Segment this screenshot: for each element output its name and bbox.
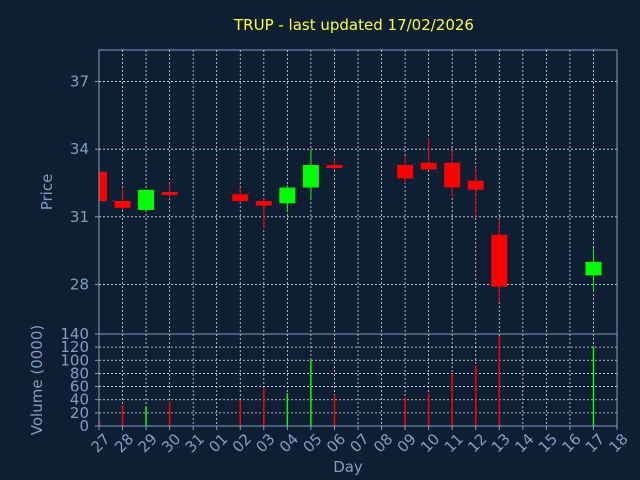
- candle-17: [585, 248, 602, 292]
- candle-body: [114, 201, 131, 208]
- volume-bar-04: [286, 393, 289, 426]
- volume-bar-11: [451, 373, 453, 426]
- volume-bar-12: [474, 365, 477, 426]
- candle-12: [467, 167, 484, 217]
- candle-body: [397, 164, 414, 179]
- volume-bar-10: [427, 393, 430, 426]
- price-tick-label: 31: [70, 208, 89, 226]
- x-tick-label: 05: [299, 430, 325, 456]
- x-tick-label: 18: [606, 430, 632, 456]
- x-tick-label: 31: [182, 430, 208, 456]
- x-tick-label: 14: [511, 430, 537, 456]
- candle-30: [161, 182, 178, 199]
- price-tick-label: 37: [70, 73, 89, 91]
- volume-bar-17: [592, 345, 595, 426]
- candle-04: [279, 185, 296, 213]
- volume-bar-30: [168, 401, 171, 426]
- x-tick-label: 13: [488, 430, 514, 456]
- volume-bar-02: [239, 399, 242, 426]
- x-tick-label: 01: [205, 430, 231, 456]
- volume-bar-03: [263, 388, 265, 426]
- x-tick-label: 10: [417, 430, 443, 456]
- x-tick-label: 28: [111, 430, 137, 456]
- candle-body: [420, 162, 437, 170]
- x-tick-label: 29: [135, 430, 161, 456]
- volume-tick-label: 100: [60, 351, 89, 369]
- candle-09: [397, 155, 414, 183]
- volume-tick-label: 0: [79, 417, 89, 435]
- candle-body: [491, 234, 508, 287]
- candle-29: [138, 189, 155, 213]
- chart-title: TRUP - last updated 17/02/2026: [233, 16, 474, 34]
- x-tick-label: 15: [535, 430, 561, 456]
- candle-body: [467, 180, 484, 190]
- volume-tick-label: 20: [70, 404, 89, 422]
- x-tick-label: 12: [464, 430, 490, 456]
- x-tick-label: 16: [558, 430, 584, 456]
- candle-body: [99, 171, 107, 202]
- candle-27: [98, 171, 107, 202]
- volume-tick-label: 40: [70, 391, 89, 409]
- volume-tick-label: 80: [70, 364, 89, 382]
- x-tick-label: 17: [582, 430, 608, 456]
- candle-body: [161, 192, 178, 195]
- candlestick-series: [98, 137, 602, 303]
- candle-11: [444, 149, 461, 197]
- candle-body: [138, 189, 155, 211]
- volume-bar-13: [498, 335, 501, 426]
- price-tick-label: 34: [70, 140, 89, 158]
- candle-13: [491, 219, 508, 303]
- price-axis-label: Price: [38, 174, 56, 211]
- x-tick-label: 09: [394, 430, 420, 456]
- candle-02: [232, 187, 249, 204]
- x-tick-label: 11: [441, 430, 467, 456]
- volume-tick-label: 140: [60, 325, 89, 343]
- day-tick-labels: 2728293031010203040506070809101112131415…: [88, 426, 632, 456]
- candle-body: [255, 201, 272, 206]
- volume-gridlines: [98, 333, 618, 427]
- candle-28: [114, 187, 131, 211]
- x-tick-label: 27: [88, 430, 114, 456]
- volume-bar-29: [145, 406, 147, 426]
- volume-axis-label: Volume (0000): [28, 325, 46, 435]
- volume-series: [98, 335, 595, 426]
- x-tick-label: 04: [276, 430, 302, 456]
- x-tick-label: 06: [323, 430, 349, 456]
- day-axis-label: Day: [333, 458, 363, 476]
- candle-body: [279, 187, 296, 204]
- candle-body: [302, 164, 319, 188]
- x-tick-label: 03: [252, 430, 278, 456]
- volume-bar-09: [404, 397, 406, 426]
- candle-body: [444, 162, 461, 188]
- x-tick-label: 30: [158, 430, 184, 456]
- volume-bar-05: [310, 360, 312, 426]
- candle-body: [585, 261, 602, 276]
- volume-bar-06: [333, 395, 336, 426]
- candle-06: [326, 158, 343, 170]
- candle-10: [420, 137, 437, 170]
- price-tick-labels: 28 31 34 37: [70, 73, 99, 293]
- price-tick-label: 28: [70, 275, 89, 293]
- candle-body: [232, 194, 249, 202]
- volume-tick-label: 60: [70, 378, 89, 396]
- x-tick-label: 07: [347, 430, 373, 456]
- volume-bar-28: [121, 404, 124, 426]
- volume-plot-frame: [98, 333, 618, 427]
- candle-body: [326, 164, 343, 168]
- x-tick-label: 02: [229, 430, 255, 456]
- candle-05: [302, 149, 319, 199]
- x-tick-label: 08: [370, 430, 396, 456]
- candle-03: [255, 198, 272, 229]
- volume-tick-label: 120: [60, 338, 89, 356]
